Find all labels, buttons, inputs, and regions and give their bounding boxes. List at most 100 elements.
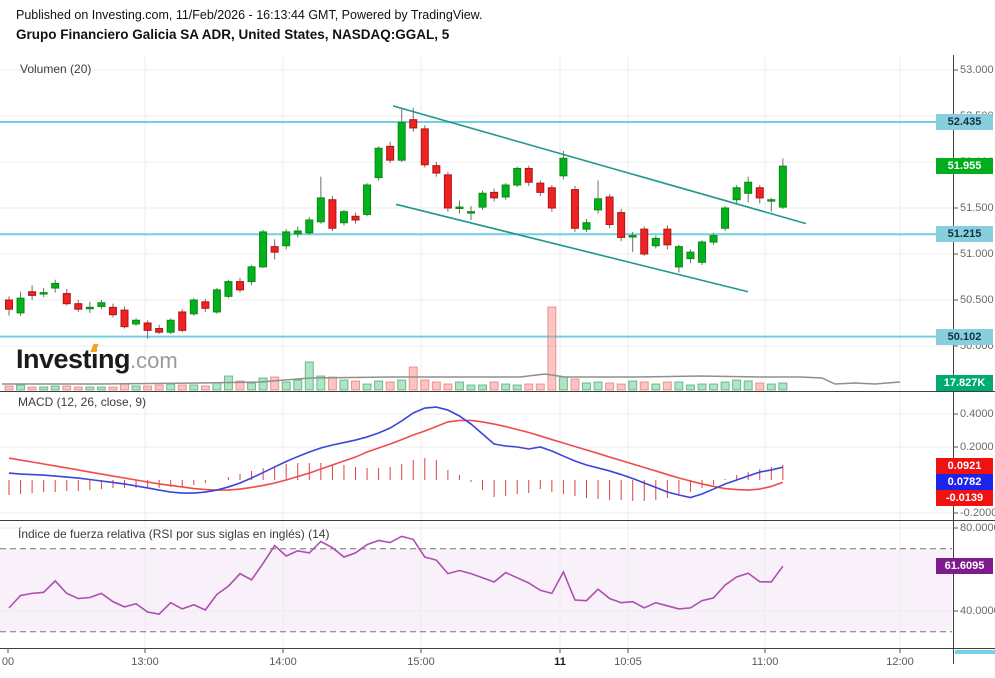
price-level-lines bbox=[0, 120, 952, 338]
candle bbox=[524, 167, 533, 183]
watermark-brand: Invest bbox=[16, 344, 92, 374]
candle bbox=[155, 328, 164, 333]
rsi-band bbox=[0, 548, 952, 632]
candle bbox=[120, 309, 129, 328]
candle bbox=[732, 187, 741, 201]
candle bbox=[455, 206, 464, 209]
macd-value-badge: 0.0921 bbox=[936, 458, 993, 474]
time-axis-label: 12:00 bbox=[886, 656, 914, 668]
rsi-band-dashed-lines bbox=[0, 548, 952, 633]
candle bbox=[97, 302, 106, 307]
candle bbox=[62, 293, 71, 305]
candle bbox=[744, 181, 753, 194]
candle bbox=[374, 147, 383, 179]
candle bbox=[201, 301, 210, 309]
investing-watermark: Investing.com bbox=[16, 344, 178, 375]
macd-tick-label: -0.2000 bbox=[960, 507, 995, 519]
candle bbox=[709, 235, 718, 243]
volume-bars bbox=[4, 306, 788, 391]
volume-ma-line bbox=[2, 373, 901, 385]
candle bbox=[628, 235, 637, 238]
candle bbox=[212, 289, 221, 313]
candle bbox=[39, 292, 48, 295]
time-axis-label: 10:05 bbox=[614, 656, 642, 668]
candle bbox=[674, 246, 683, 268]
candle bbox=[339, 211, 348, 224]
candle bbox=[293, 230, 302, 235]
candle bbox=[224, 281, 233, 297]
candle bbox=[536, 182, 545, 193]
axis-tick-marks bbox=[7, 69, 958, 653]
candle bbox=[490, 191, 499, 199]
candle bbox=[282, 231, 291, 247]
candle bbox=[397, 121, 406, 161]
macd-value-badge: 0.0782 bbox=[936, 474, 993, 490]
candle bbox=[259, 231, 268, 268]
candle bbox=[386, 145, 395, 161]
candle bbox=[247, 266, 256, 283]
candle bbox=[755, 187, 764, 199]
candle bbox=[432, 165, 441, 174]
macd-histogram bbox=[8, 458, 784, 501]
candle bbox=[189, 299, 198, 315]
price-tick-label: 51.500 bbox=[960, 202, 994, 214]
candle bbox=[721, 207, 730, 229]
time-axis-label: 11:00 bbox=[751, 656, 779, 668]
instrument-title: Grupo Financiero Galicia SA ADR, United … bbox=[16, 27, 450, 42]
candle bbox=[85, 306, 94, 310]
candle bbox=[501, 184, 510, 198]
time-axis-label: 14:00 bbox=[269, 656, 297, 668]
candles-layer bbox=[5, 107, 787, 339]
price-level-badge: 50.102 bbox=[936, 328, 993, 345]
candle bbox=[559, 157, 568, 177]
candle bbox=[178, 311, 187, 331]
time-axis[interactable] bbox=[0, 649, 953, 678]
candle bbox=[767, 199, 776, 202]
time-axis-label: 00 bbox=[1, 656, 15, 668]
macd-tick-label: 0.2000 bbox=[960, 441, 994, 453]
candle bbox=[108, 306, 117, 316]
candle bbox=[236, 281, 244, 291]
macd-line bbox=[8, 406, 784, 499]
published-line: Published on Investing.com, 11/Feb/2026 … bbox=[16, 8, 483, 22]
candle bbox=[605, 196, 614, 226]
candle bbox=[651, 237, 660, 247]
candle bbox=[698, 241, 706, 263]
watermark-brand-accent: ing bbox=[91, 344, 131, 374]
candle bbox=[467, 211, 475, 214]
candle bbox=[316, 197, 325, 223]
time-axis-label: 11 bbox=[554, 656, 566, 668]
macd-indicator-label: MACD (12, 26, close, 9) bbox=[18, 395, 147, 409]
rsi-indicator-label: Índice de fuerza relativa (RSI por sus s… bbox=[18, 527, 330, 541]
macd-tick-label: 0.4000 bbox=[960, 408, 994, 420]
candle bbox=[51, 282, 60, 289]
time-axis-label: 15:00 bbox=[407, 656, 435, 668]
candle bbox=[74, 303, 83, 310]
candle bbox=[443, 174, 452, 209]
candle bbox=[420, 128, 429, 166]
candle bbox=[547, 187, 556, 209]
volume-indicator-label: Volumen (20) bbox=[20, 62, 92, 76]
volume-value-badge: 17.827K bbox=[936, 375, 993, 391]
price-level-badge: 52.435 bbox=[936, 113, 993, 130]
corner-accent-bar bbox=[955, 650, 995, 654]
candle bbox=[132, 319, 141, 325]
candle bbox=[143, 322, 152, 331]
candle bbox=[478, 192, 487, 208]
time-axis-label: 13:00 bbox=[131, 656, 159, 668]
candle bbox=[663, 228, 672, 246]
candle bbox=[28, 291, 37, 296]
price-tick-label: 50.500 bbox=[960, 294, 994, 306]
candle bbox=[351, 215, 360, 221]
last-price-badge: 51.955 bbox=[936, 158, 993, 175]
candle bbox=[305, 219, 314, 234]
candle bbox=[582, 222, 591, 230]
macd-value-badge: -0.0139 bbox=[936, 490, 993, 506]
price-axis[interactable] bbox=[953, 55, 995, 648]
rsi-value-badge: 61.6095 bbox=[936, 558, 993, 575]
candle bbox=[640, 228, 649, 255]
